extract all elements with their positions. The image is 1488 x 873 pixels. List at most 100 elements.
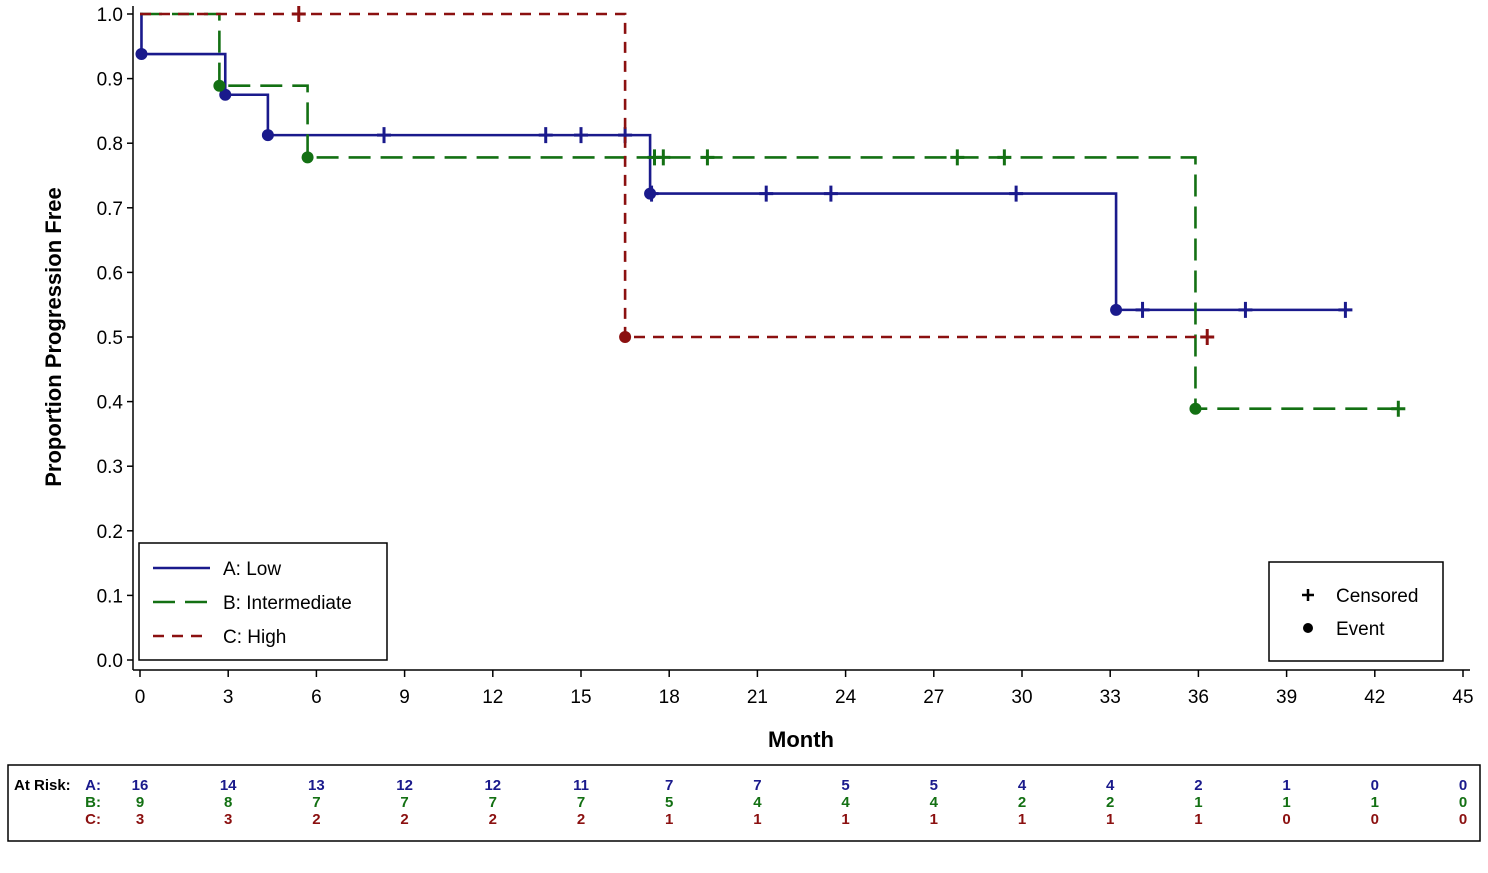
y-tick-label: 0.1 [97,586,123,607]
at-risk-count: 7 [489,794,497,811]
event-marker [135,48,148,61]
at-risk-count: 2 [1018,794,1026,811]
censored-marker [700,149,715,166]
x-tick-label: 21 [747,687,768,708]
at-risk-count: 1 [1371,794,1379,811]
at-risk-count: 1 [665,811,673,828]
at-risk-row-label: C: [85,811,101,828]
at-risk-count: 1 [930,811,938,828]
series-line-b [140,12,1399,411]
x-tick-label: 12 [482,687,503,708]
at-risk-count: 14 [220,777,237,794]
censored-marker [1338,301,1353,318]
x-tick-label: 9 [399,687,410,708]
x-tick-label: 33 [1100,687,1121,708]
censored-marker [574,127,588,144]
at-risk-count: 3 [224,811,232,828]
x-tick-label: 42 [1364,687,1385,708]
at-risk-box [7,764,1481,842]
x-tick-label: 36 [1188,687,1209,708]
censored-marker [1135,301,1150,318]
x-axis-title: Month [768,727,834,752]
x-tick-label: 0 [135,687,146,708]
at-risk-count: 0 [1459,794,1467,811]
censored-legend-icon [1302,589,1314,601]
at-risk-count: 5 [930,777,938,794]
series-line-a [140,12,1346,312]
x-tick-label: 39 [1276,687,1297,708]
censored-marker [759,185,774,202]
x-tick-label: 24 [835,687,857,708]
y-axis-title: Proportion Progression Free [41,187,66,487]
x-tick-label: 45 [1452,687,1473,708]
at-risk-count: 1 [1282,794,1290,811]
at-risk-count: 0 [1282,811,1290,828]
at-risk-count: 2 [312,811,320,828]
legend-label: B: Intermediate [223,593,352,614]
censored-marker [656,149,671,166]
event-marker [619,331,632,343]
at-risk-count: 12 [396,777,413,794]
y-tick-label: 0.5 [97,328,123,349]
marker-legend: Censored Event [1268,561,1444,662]
x-tick-label: 15 [570,687,591,708]
at-risk-count: 4 [1106,777,1115,794]
series-layer [135,6,1406,417]
series-line-c [140,12,1208,339]
censored-marker [291,6,306,22]
at-risk-count: 5 [841,777,849,794]
censored-marker [1238,301,1253,318]
y-tick-label: 0.2 [97,522,123,543]
event-marker [301,151,314,164]
at-risk-count: 1 [841,811,849,828]
x-tick-label: 18 [659,687,680,708]
at-risk-count: 0 [1371,777,1379,794]
at-risk-count: 4 [930,794,939,811]
censored-marker [1391,400,1406,417]
y-tick-label: 0.3 [97,457,123,478]
at-risk-count: 13 [308,777,325,794]
at-risk-count: 1 [1282,777,1290,794]
at-risk-count: 1 [1018,811,1026,828]
marker-legend-label: Censored [1336,586,1418,607]
censored-marker [823,185,838,202]
y-tick-label: 1.0 [97,5,123,26]
at-risk-count: 2 [489,811,497,828]
event-marker [261,129,274,142]
at-risk-count: 7 [400,794,408,811]
at-risk-count: 0 [1459,777,1467,794]
at-risk-table: At Risk: A: 16 14 13 12 12 11 7 7 5 5 4 4 2 1 0 0B: 9 8 7 7 7 7… [7,764,1481,842]
series-legend: A: Low B: Intermediate C: High [138,542,388,661]
at-risk-count: 9 [136,794,144,811]
at-risk-count: 2 [1106,794,1114,811]
at-risk-row-label: A: [85,777,101,794]
at-risk-count: 4 [841,794,850,811]
x-tick-label: 6 [311,687,322,708]
at-risk-count: 4 [753,794,762,811]
x-tick-label: 27 [923,687,944,708]
censored-marker [644,185,659,202]
at-risk-count: 7 [665,777,673,794]
y-tick-label: 0.8 [97,134,123,155]
event-marker [219,88,232,101]
at-risk-count: 2 [577,811,585,828]
x-tick-label: 30 [1011,687,1032,708]
censored-marker [538,127,553,144]
at-risk-count: 1 [753,811,761,828]
at-risk-count: 1 [1194,794,1202,811]
at-risk-row-label: B: [85,794,101,811]
at-risk-count: 4 [1018,777,1027,794]
at-risk-count: 2 [1194,777,1202,794]
at-risk-count: 0 [1371,811,1379,828]
at-risk-count: 11 [573,777,589,794]
legend-box [138,542,388,661]
at-risk-count: 1 [1194,811,1202,828]
event-marker [1110,303,1123,316]
at-risk-count: 5 [665,794,673,811]
censored-marker [377,127,392,144]
y-tick-label: 0.0 [97,651,123,672]
censored-marker [1009,185,1024,202]
axes: 0.00.10.20.30.40.50.60.70.80.91.00 3 6 9 12 1… [41,5,1474,752]
at-risk-count: 1 [1106,811,1114,828]
